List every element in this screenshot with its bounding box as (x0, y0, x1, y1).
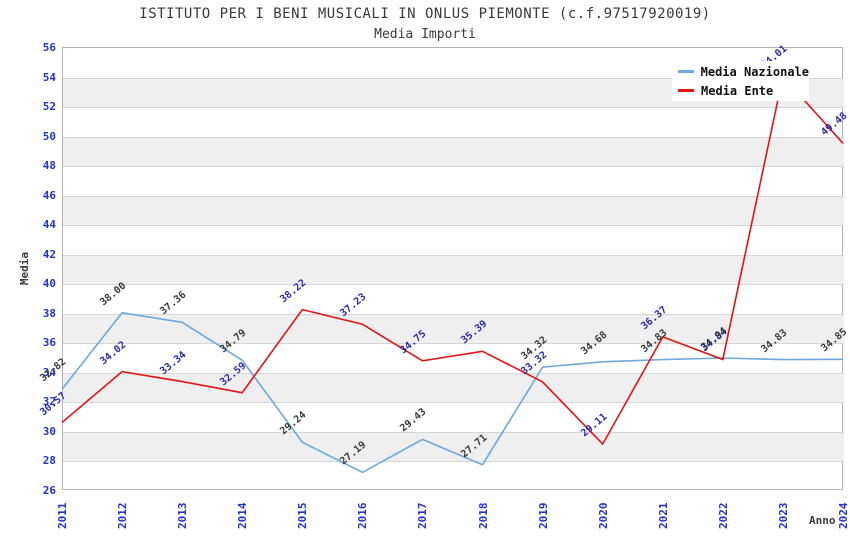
x-tick-label: 2024 (837, 502, 850, 530)
y-tick-label: 36 (42, 336, 56, 350)
y-tick-label: 32 (42, 395, 56, 409)
x-axis-title: Anno (809, 514, 836, 527)
x-tick-label: 2013 (176, 502, 190, 530)
series-lines (61, 74, 844, 474)
y-tick-label: 52 (42, 100, 56, 114)
legend-item: Media Ente (672, 84, 809, 98)
y-tick-label: 30 (42, 424, 56, 438)
legend-item: Media Nazionale (672, 65, 809, 79)
y-tick-label: 46 (42, 188, 56, 202)
x-tick-label: 2019 (536, 502, 550, 530)
gridline (63, 313, 844, 315)
background-band (63, 372, 844, 403)
x-tick-label: 2021 (656, 502, 670, 530)
y-tick-label: 28 (42, 454, 56, 468)
background-band (63, 136, 844, 167)
x-tick-label: 2018 (476, 502, 490, 530)
x-tick-label: 2016 (356, 502, 370, 530)
gridline (63, 284, 844, 286)
x-tick-label: 2023 (776, 502, 790, 530)
gridline (63, 107, 844, 109)
background-band (63, 254, 844, 285)
gridline (63, 225, 844, 227)
legend-label: Media Nazionale (700, 64, 809, 79)
y-tick-label: 44 (42, 218, 56, 232)
gridline (63, 431, 844, 433)
x-tick-label: 2014 (236, 502, 250, 530)
y-tick-label: 42 (42, 247, 56, 261)
legend-swatch (678, 89, 694, 92)
line-media-ente (61, 74, 844, 446)
gridline (63, 254, 844, 256)
y-tick-label: 54 (42, 70, 56, 84)
legend-swatch (678, 70, 694, 73)
chart-title: ISTITUTO PER I BENI MUSICALI IN ONLUS PI… (139, 6, 711, 22)
x-tick-label: 2012 (116, 502, 130, 530)
chart-subtitle: Media Importi (374, 27, 476, 42)
y-tick-label: 48 (42, 159, 56, 173)
y-tick-label: 38 (42, 306, 56, 320)
x-tick-label: 2017 (416, 502, 430, 530)
gridline (63, 461, 844, 463)
background-band (63, 195, 844, 226)
y-tick-label: 40 (42, 277, 56, 291)
gridline (63, 402, 844, 404)
gridline (63, 77, 844, 79)
y-tick-label: 56 (42, 41, 56, 54)
gridline (63, 166, 844, 168)
legend: Media Nazionale Media Ente (672, 61, 809, 101)
gridline (63, 136, 844, 138)
x-tick-label: 2022 (716, 502, 730, 530)
y-tick-label: 50 (42, 129, 56, 143)
x-tick-label: 2020 (596, 502, 610, 530)
gridline (63, 372, 844, 374)
x-tick-label: 2015 (296, 502, 310, 530)
gridline (63, 343, 844, 345)
background-band (63, 431, 844, 462)
gridline (63, 195, 844, 197)
line-media-nazionale (61, 311, 844, 474)
y-tick-label: 26 (42, 484, 56, 497)
legend-label: Media Ente (701, 83, 774, 98)
y-tick-label: 34 (42, 365, 56, 379)
x-tick-label: 2011 (56, 502, 69, 530)
